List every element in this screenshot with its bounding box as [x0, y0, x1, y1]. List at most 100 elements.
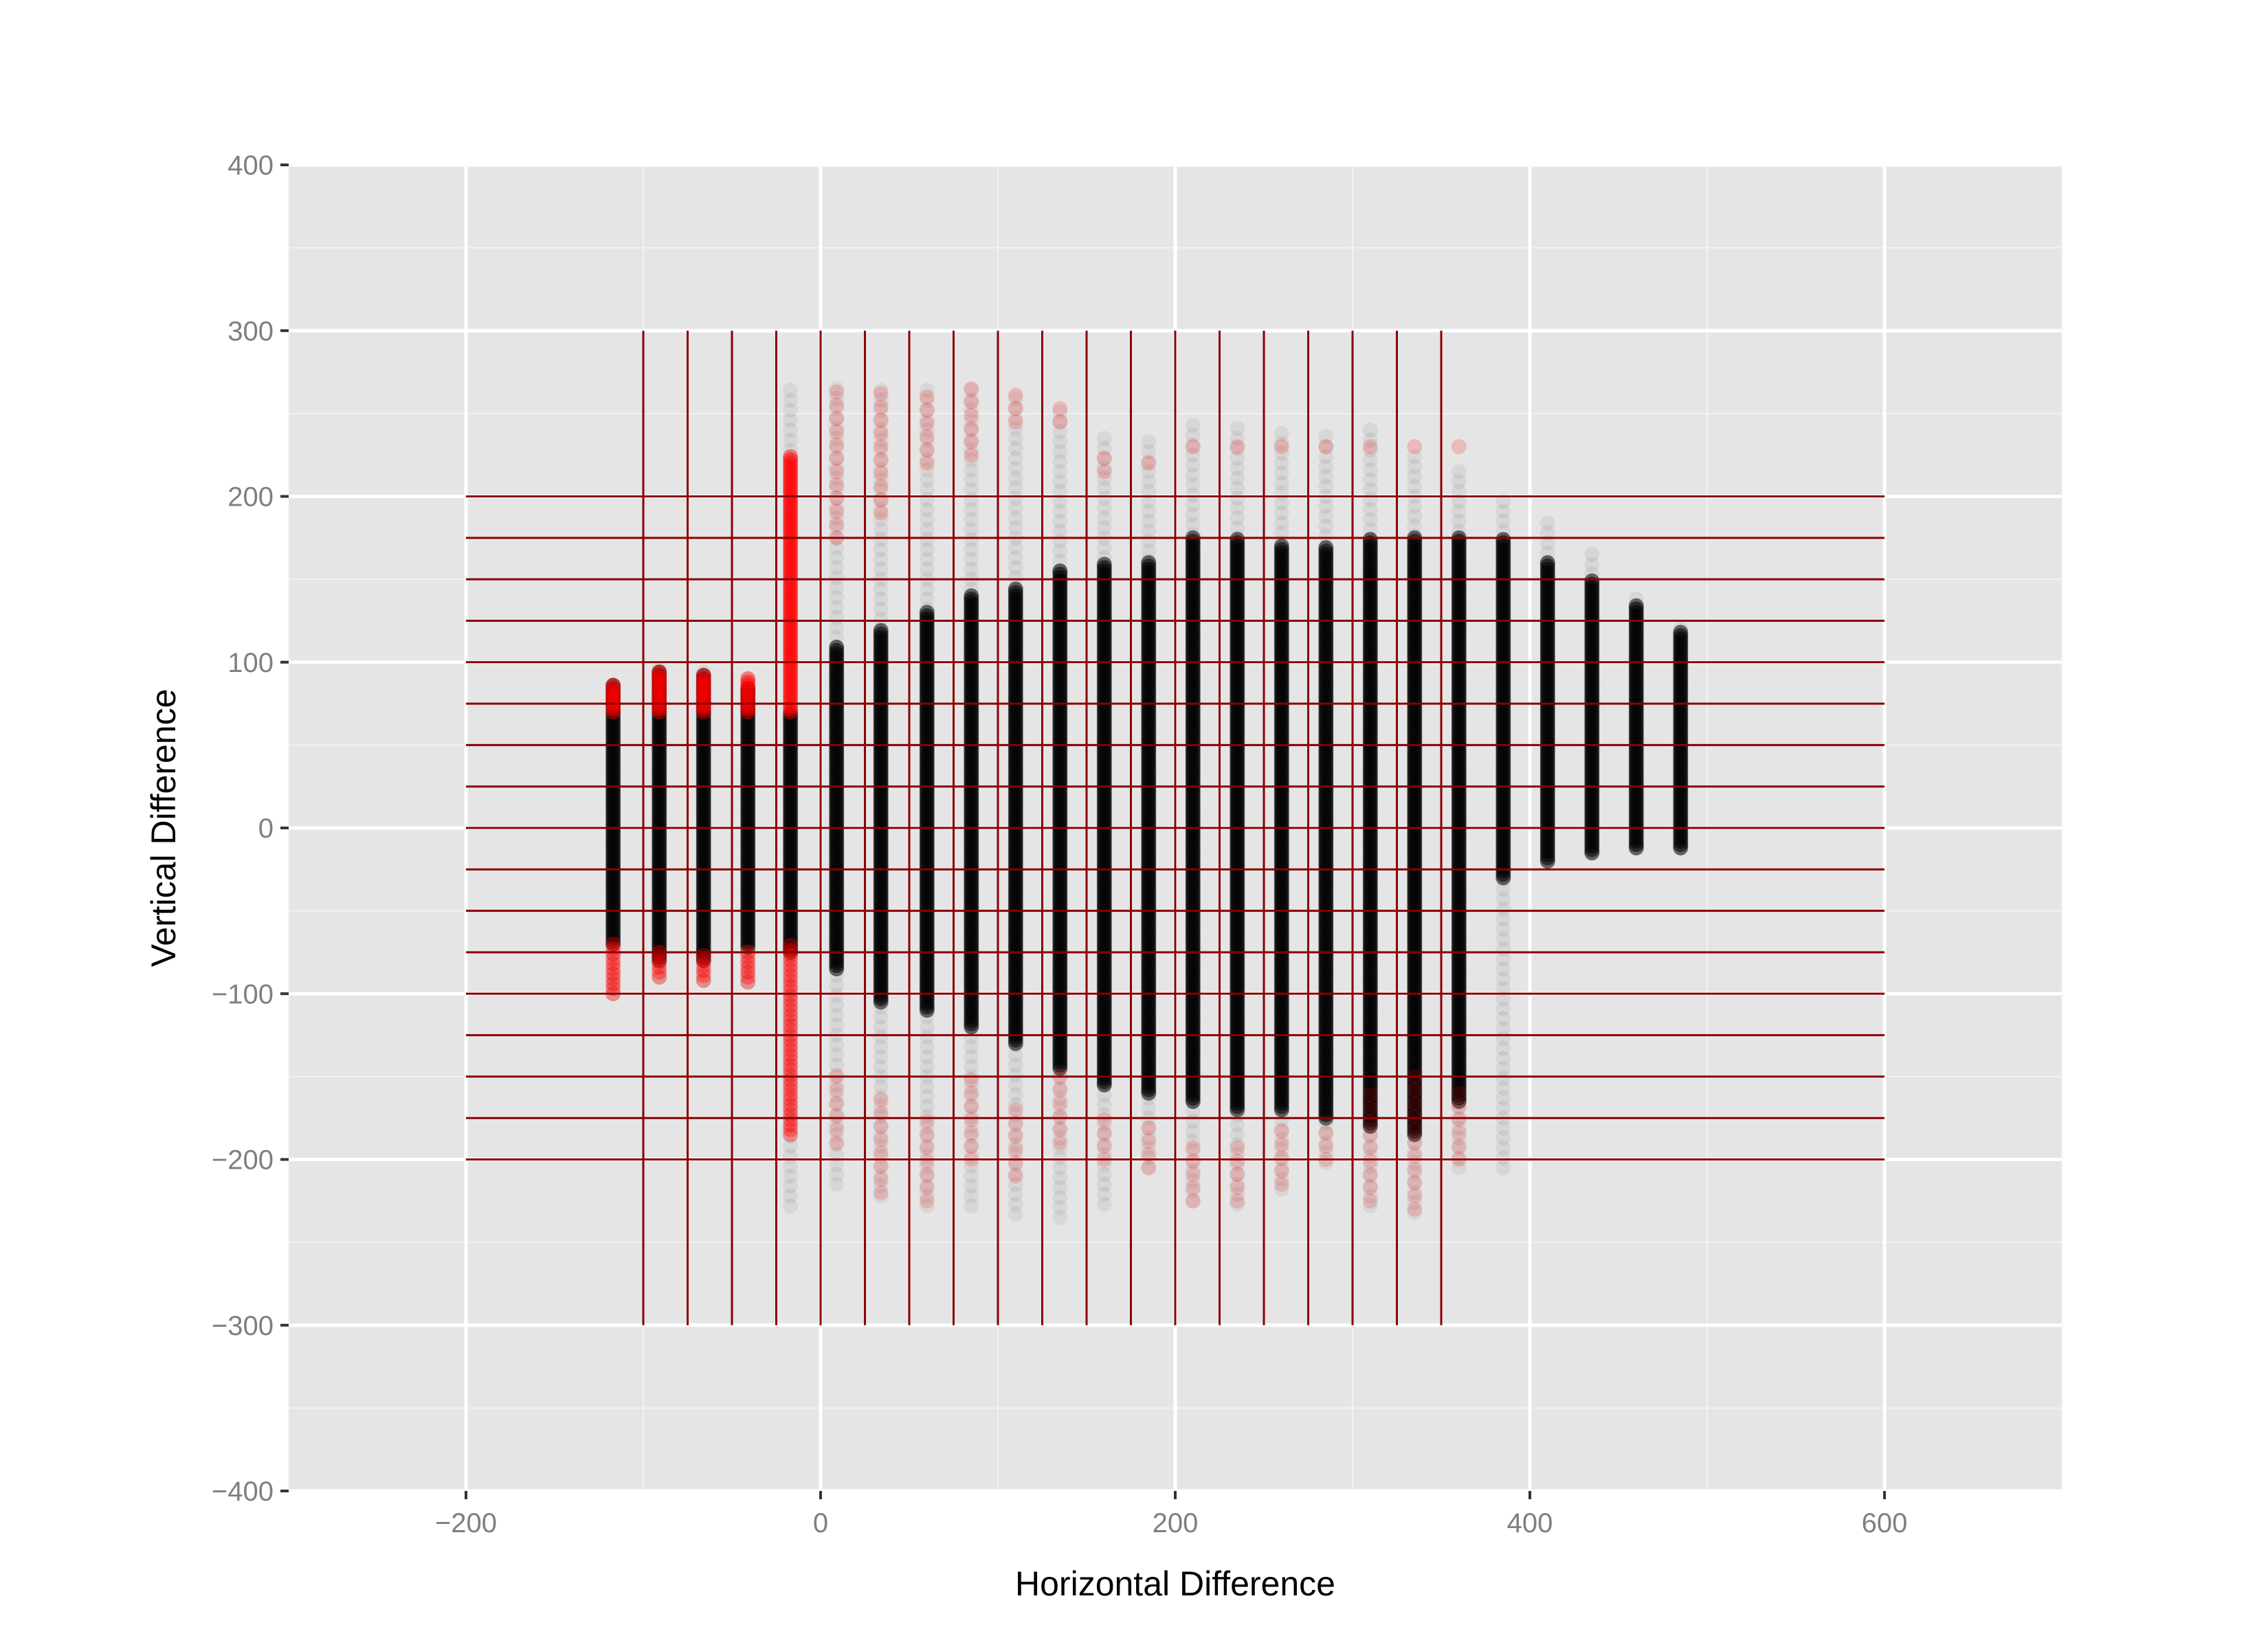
data-point-faint — [873, 502, 889, 517]
data-point-faint — [919, 1198, 935, 1214]
data-point-red — [740, 681, 756, 697]
data-point-faint — [783, 1039, 799, 1055]
data-point-faint — [1096, 540, 1112, 556]
data-point-red — [783, 684, 799, 700]
data-point-red — [696, 671, 711, 686]
data-point-faint — [1096, 480, 1112, 496]
data-point-faint — [740, 954, 756, 970]
data-point — [1274, 538, 1289, 554]
data-point-red — [696, 958, 711, 974]
data-point-faint — [1230, 1147, 1245, 1163]
data-point-red — [783, 992, 799, 1008]
data-point-faint — [1274, 505, 1289, 521]
data-point-red — [783, 456, 799, 471]
data-point-red — [783, 508, 799, 524]
data-point-faint — [1052, 464, 1068, 480]
data-point-faint — [919, 442, 935, 458]
data-point-faint — [1362, 482, 1378, 497]
data-point-red — [652, 694, 667, 710]
data-point-faint — [1096, 1156, 1112, 1172]
data-point-faint — [1052, 1200, 1068, 1215]
data-point-faint — [829, 1087, 845, 1103]
data-point-faint — [783, 512, 799, 528]
data-point-red — [873, 505, 889, 521]
data-point-faint — [964, 1099, 979, 1114]
data-point-red — [652, 697, 667, 713]
data-point-red — [1052, 1082, 1068, 1098]
data-point-faint — [1496, 504, 1511, 519]
data-point-faint — [1318, 528, 1334, 544]
data-point-faint — [1230, 1167, 1245, 1182]
data-point-faint — [783, 423, 799, 438]
data-point-faint — [1407, 479, 1423, 495]
data-point-red — [652, 954, 667, 970]
data-point-red — [783, 605, 799, 620]
data-point-faint — [829, 520, 845, 536]
data-point-faint — [783, 432, 799, 448]
data-point-faint — [783, 1029, 799, 1044]
data-point-faint — [964, 392, 979, 408]
data-point-red — [783, 938, 799, 954]
data-point-faint — [1230, 510, 1245, 526]
data-point-faint — [1496, 1020, 1511, 1036]
data-point-faint — [1274, 1161, 1289, 1177]
data-point-red — [873, 479, 889, 495]
data-point-red — [783, 628, 799, 644]
data-point-faint — [740, 974, 756, 990]
data-point-faint — [1096, 1167, 1112, 1182]
data-point-faint — [919, 521, 935, 537]
data-point-faint — [1496, 931, 1511, 947]
data-point-faint — [1318, 479, 1334, 495]
data-point-faint — [605, 956, 621, 972]
data-point-faint — [1230, 1196, 1245, 1212]
data-point-faint — [964, 521, 979, 537]
data-point-red — [740, 954, 756, 970]
data-point-faint — [1318, 459, 1334, 475]
data-point-red — [783, 538, 799, 554]
data-point-faint — [1451, 513, 1467, 529]
data-point-faint — [964, 482, 979, 497]
data-point-faint — [873, 1178, 889, 1194]
data-point-faint — [829, 401, 845, 416]
data-point-faint — [1052, 473, 1068, 489]
data-point-red — [783, 943, 799, 958]
data-point-faint — [1008, 570, 1023, 585]
data-point-red — [783, 1092, 799, 1108]
data-point-red — [783, 594, 799, 610]
data-point-red — [783, 502, 799, 517]
data-point-faint — [1496, 1100, 1511, 1116]
data-point-red — [919, 1180, 935, 1196]
data-point-red — [783, 1007, 799, 1023]
data-point-faint — [1185, 1143, 1201, 1159]
data-point-red — [783, 1062, 799, 1078]
data-point-red — [783, 1052, 799, 1068]
data-point-faint — [919, 1039, 935, 1055]
data-point-faint — [1052, 1140, 1068, 1156]
data-point-red — [605, 971, 621, 987]
data-point-red — [783, 644, 799, 660]
data-point-red — [652, 677, 667, 693]
data-point-faint — [873, 1158, 889, 1174]
data-point-red — [1052, 414, 1068, 429]
data-point-faint — [1008, 401, 1023, 416]
data-point-faint — [1451, 464, 1467, 480]
data-point-red — [783, 697, 799, 713]
data-point-red — [783, 479, 799, 495]
data-point-faint — [1052, 513, 1068, 529]
data-point-red — [783, 621, 799, 637]
data-point-faint — [829, 1057, 845, 1073]
data-point-faint — [783, 1128, 799, 1144]
data-point-faint — [964, 1059, 979, 1075]
data-point-faint — [919, 592, 935, 607]
data-point-red — [964, 420, 979, 436]
data-point-faint — [1230, 431, 1245, 447]
data-point-red — [783, 987, 799, 1003]
data-point-faint — [1096, 500, 1112, 516]
data-point-faint — [783, 1119, 799, 1134]
data-point-red — [783, 967, 799, 983]
data-point-red — [964, 447, 979, 463]
data-point-faint — [873, 452, 889, 468]
data-point-red — [783, 518, 799, 534]
data-point-faint — [1362, 452, 1378, 468]
data-point-faint — [1008, 431, 1023, 447]
